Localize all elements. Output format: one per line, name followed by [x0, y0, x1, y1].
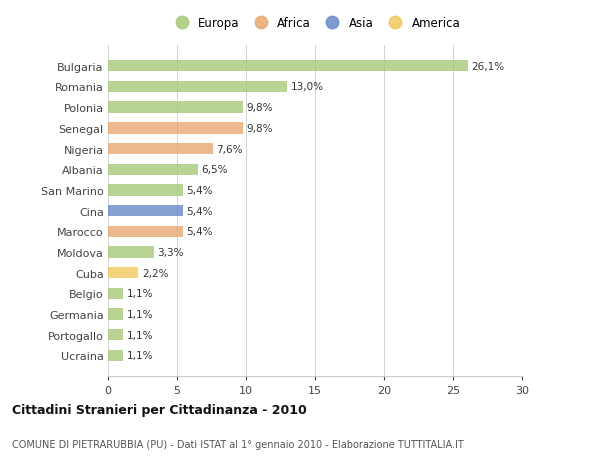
Text: 3,3%: 3,3% — [157, 247, 184, 257]
Bar — [108, 102, 243, 113]
Bar — [108, 61, 468, 72]
Text: 2,2%: 2,2% — [142, 268, 169, 278]
Text: 9,8%: 9,8% — [247, 123, 273, 134]
Text: 9,8%: 9,8% — [247, 103, 273, 113]
Bar — [108, 164, 198, 175]
Text: 6,5%: 6,5% — [201, 165, 227, 175]
Bar — [108, 288, 123, 299]
Text: COMUNE DI PIETRARUBBIA (PU) - Dati ISTAT al 1° gennaio 2010 - Elaborazione TUTTI: COMUNE DI PIETRARUBBIA (PU) - Dati ISTAT… — [12, 440, 464, 449]
Bar — [108, 206, 182, 217]
Bar — [108, 350, 123, 361]
Text: 1,1%: 1,1% — [127, 289, 153, 299]
Bar — [108, 268, 139, 279]
Bar — [108, 330, 123, 341]
Bar — [108, 123, 243, 134]
Bar — [108, 144, 213, 155]
Text: 1,1%: 1,1% — [127, 351, 153, 361]
Text: 13,0%: 13,0% — [291, 82, 324, 92]
Text: 5,4%: 5,4% — [186, 185, 212, 196]
Bar — [108, 185, 182, 196]
Bar — [108, 247, 154, 258]
Bar — [108, 82, 287, 93]
Text: 26,1%: 26,1% — [472, 62, 505, 72]
Text: 5,4%: 5,4% — [186, 227, 212, 237]
Bar — [108, 226, 182, 237]
Text: 7,6%: 7,6% — [217, 144, 243, 154]
Legend: Europa, Africa, Asia, America: Europa, Africa, Asia, America — [165, 12, 465, 34]
Text: 1,1%: 1,1% — [127, 309, 153, 319]
Text: 5,4%: 5,4% — [186, 206, 212, 216]
Text: Cittadini Stranieri per Cittadinanza - 2010: Cittadini Stranieri per Cittadinanza - 2… — [12, 403, 307, 416]
Text: 1,1%: 1,1% — [127, 330, 153, 340]
Bar — [108, 309, 123, 320]
